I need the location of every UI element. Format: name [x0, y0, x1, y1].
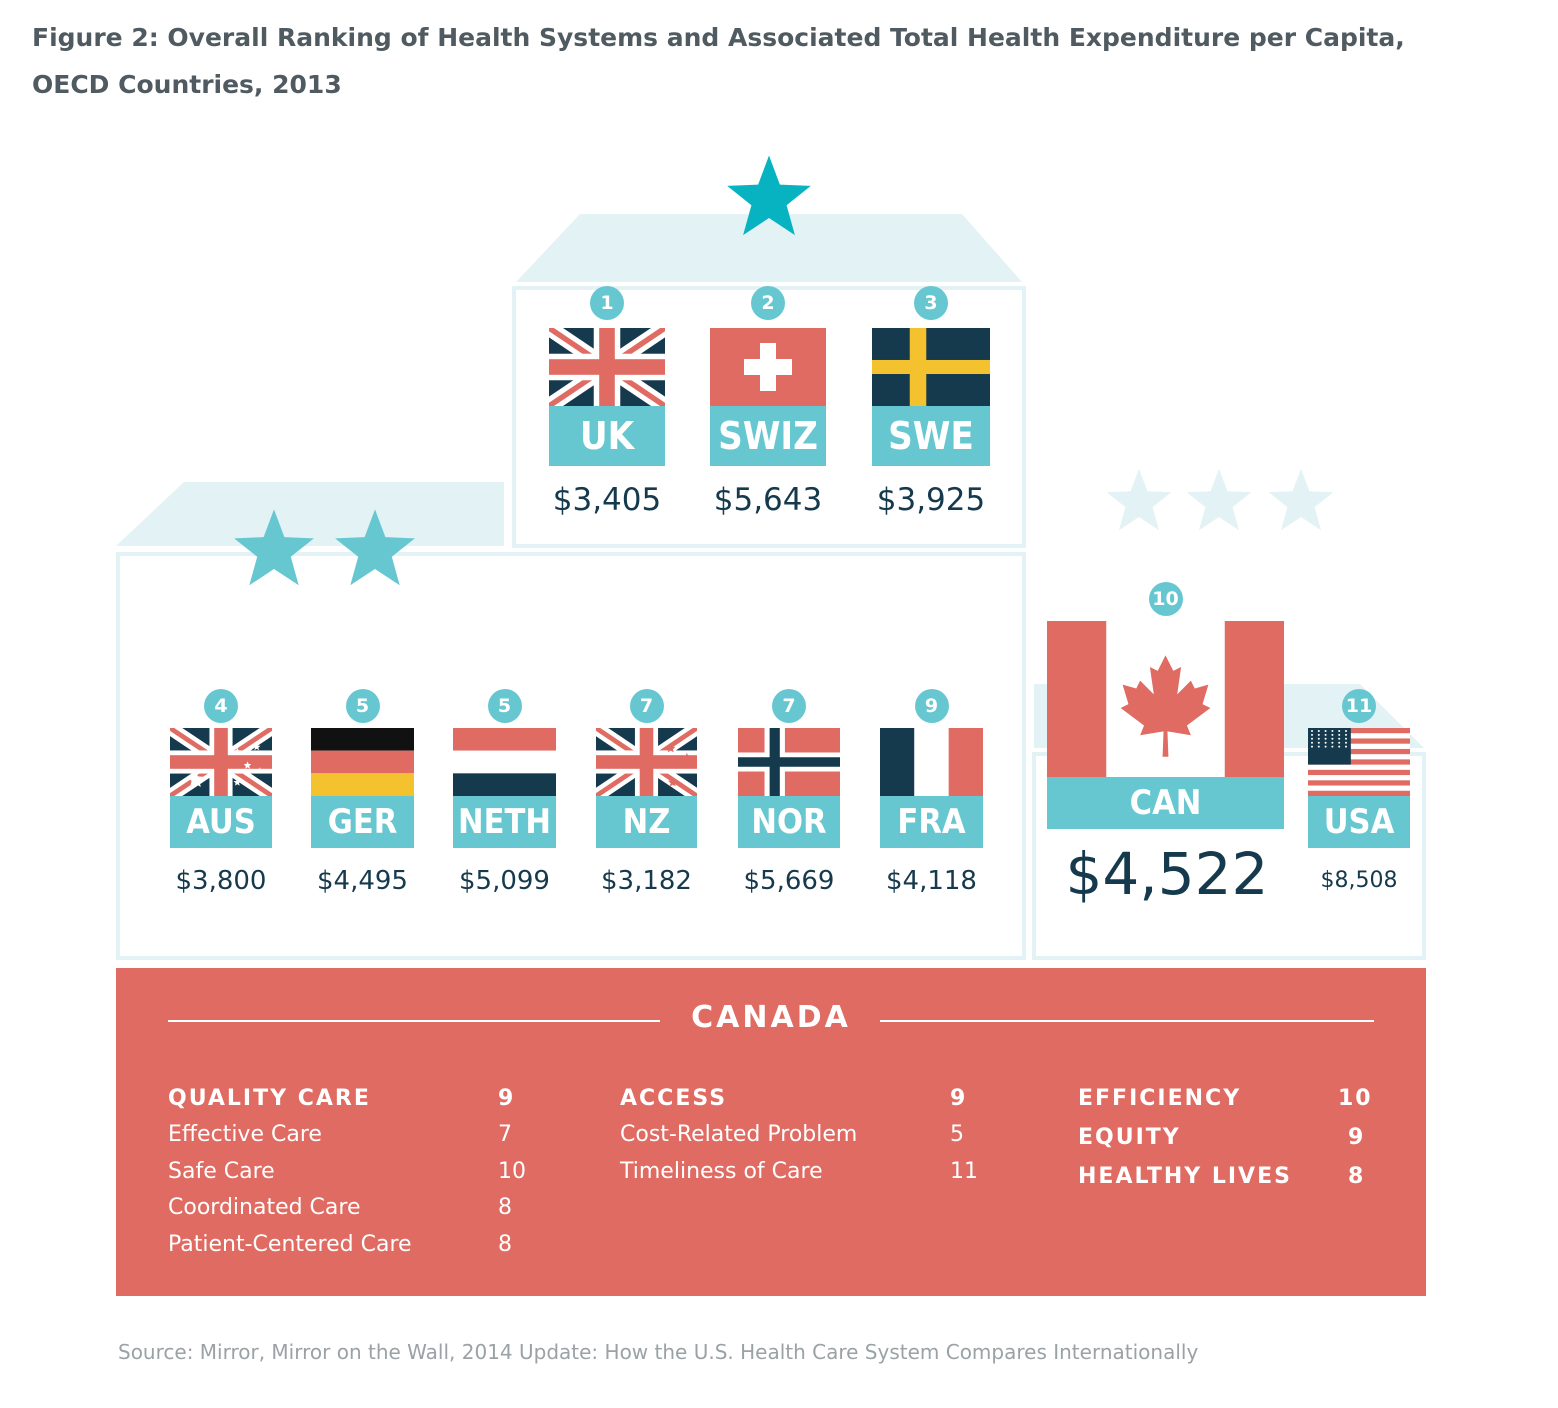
spend-per-capita: $5,643 — [713, 482, 823, 518]
equity-rank: 9 — [1348, 1125, 1366, 1150]
country-code: NZ — [596, 796, 697, 848]
country-code: CAN — [1047, 777, 1284, 829]
equity-label: EQUITY — [1078, 1125, 1181, 1150]
metric-label: Effective Care — [168, 1122, 322, 1147]
netherlands-flag-icon — [453, 728, 556, 796]
rank-badge: 5 — [345, 689, 380, 723]
access-label: ACCESS — [620, 1086, 728, 1111]
spend-per-capita: $4,495 — [317, 866, 408, 896]
spend-per-capita: $3,182 — [601, 866, 692, 896]
switzerland-flag-icon — [710, 328, 826, 406]
spend-per-capita: $5,669 — [743, 866, 835, 896]
healthy-lives-rank: 8 — [1348, 1164, 1366, 1189]
rank-badge: 5 — [487, 689, 522, 723]
spend-per-capita: $3,925 — [876, 482, 986, 518]
metric-rank: 11 — [950, 1159, 978, 1184]
country-code: SWIZ — [710, 406, 826, 466]
figure-title-line1: Figure 2: Overall Ranking of Health Syst… — [32, 23, 1405, 52]
spend-per-capita: $3,405 — [552, 482, 662, 518]
star-icon — [335, 509, 415, 586]
australia-flag-icon — [170, 728, 272, 796]
metric-rank: 5 — [950, 1122, 964, 1147]
country-code: NETH — [453, 796, 556, 848]
spend-per-capita: $5,099 — [459, 866, 550, 896]
country-code: GER — [311, 796, 414, 848]
canada-flag-icon — [1047, 621, 1284, 777]
rank-badge: 2 — [751, 286, 785, 320]
access-rank: 9 — [950, 1086, 968, 1111]
efficiency-rank: 10 — [1338, 1086, 1373, 1111]
heading-rule-right — [880, 1020, 1374, 1022]
efficiency-label: EFFICIENCY — [1078, 1086, 1242, 1111]
sweden-flag-icon — [872, 328, 990, 406]
metric-rank: 10 — [498, 1159, 526, 1184]
figure-title: Figure 2: Overall Ranking of Health Syst… — [32, 14, 1512, 108]
france-flag-icon — [880, 728, 983, 796]
rank-badge: 9 — [914, 689, 949, 723]
rank-badge: 3 — [914, 286, 948, 320]
rank-badge: 11 — [1342, 689, 1376, 723]
metric-label: Cost-Related Problem — [620, 1122, 858, 1147]
country-code: AUS — [170, 796, 272, 848]
star-icon — [234, 509, 314, 586]
norway-flag-icon — [738, 728, 840, 796]
source-note: Source: Mirror, Mirror on the Wall, 2014… — [118, 1340, 1199, 1364]
quality-care-label: QUALITY CARE — [168, 1086, 371, 1111]
new-zealand-flag-icon — [596, 728, 697, 796]
star-icon — [1268, 468, 1334, 531]
rank-badge: 1 — [590, 286, 624, 320]
spend-per-capita: $4,118 — [886, 866, 977, 896]
country-code: SWE — [872, 406, 990, 466]
heading-rule-left — [168, 1020, 660, 1022]
spend-per-capita: $8,508 — [1320, 868, 1398, 893]
rank-badge: 4 — [204, 689, 238, 723]
metric-label: Safe Care — [168, 1159, 275, 1184]
metric-label: Coordinated Care — [168, 1195, 361, 1220]
star-icon — [727, 155, 811, 236]
metric-label: Patient-Centered Care — [168, 1232, 412, 1257]
top-tier-roof — [516, 214, 1022, 282]
usa-flag-icon — [1308, 728, 1410, 796]
rank-badge: 10 — [1148, 582, 1183, 616]
middle-tier-roof — [116, 482, 504, 546]
uk-flag-icon — [549, 328, 665, 406]
germany-flag-icon — [311, 728, 414, 796]
star-icon — [1106, 468, 1172, 531]
healthy-lives-label: HEALTHY LIVES — [1078, 1164, 1292, 1189]
canada-panel: CANADA QUALITY CARE 9 Effective Care 7 S… — [116, 968, 1426, 1296]
metric-rank: 7 — [498, 1122, 512, 1147]
metric-rank: 8 — [498, 1232, 512, 1257]
star-icon — [1186, 468, 1252, 531]
country-code: FRA — [880, 796, 983, 848]
metric-rank: 8 — [498, 1195, 512, 1220]
quality-care-rank: 9 — [498, 1086, 516, 1111]
spend-per-capita: $3,800 — [175, 866, 267, 896]
figure-title-line2: OECD Countries, 2013 — [32, 70, 342, 99]
country-code: UK — [549, 406, 665, 466]
rank-badge: 7 — [629, 689, 664, 723]
rank-badge: 7 — [772, 689, 806, 723]
country-code: USA — [1308, 796, 1410, 848]
metric-label: Timeliness of Care — [620, 1159, 823, 1184]
country-code: NOR — [738, 796, 840, 848]
canada-heading: CANADA — [691, 1000, 851, 1035]
spend-per-capita: $4,522 — [1065, 840, 1269, 908]
